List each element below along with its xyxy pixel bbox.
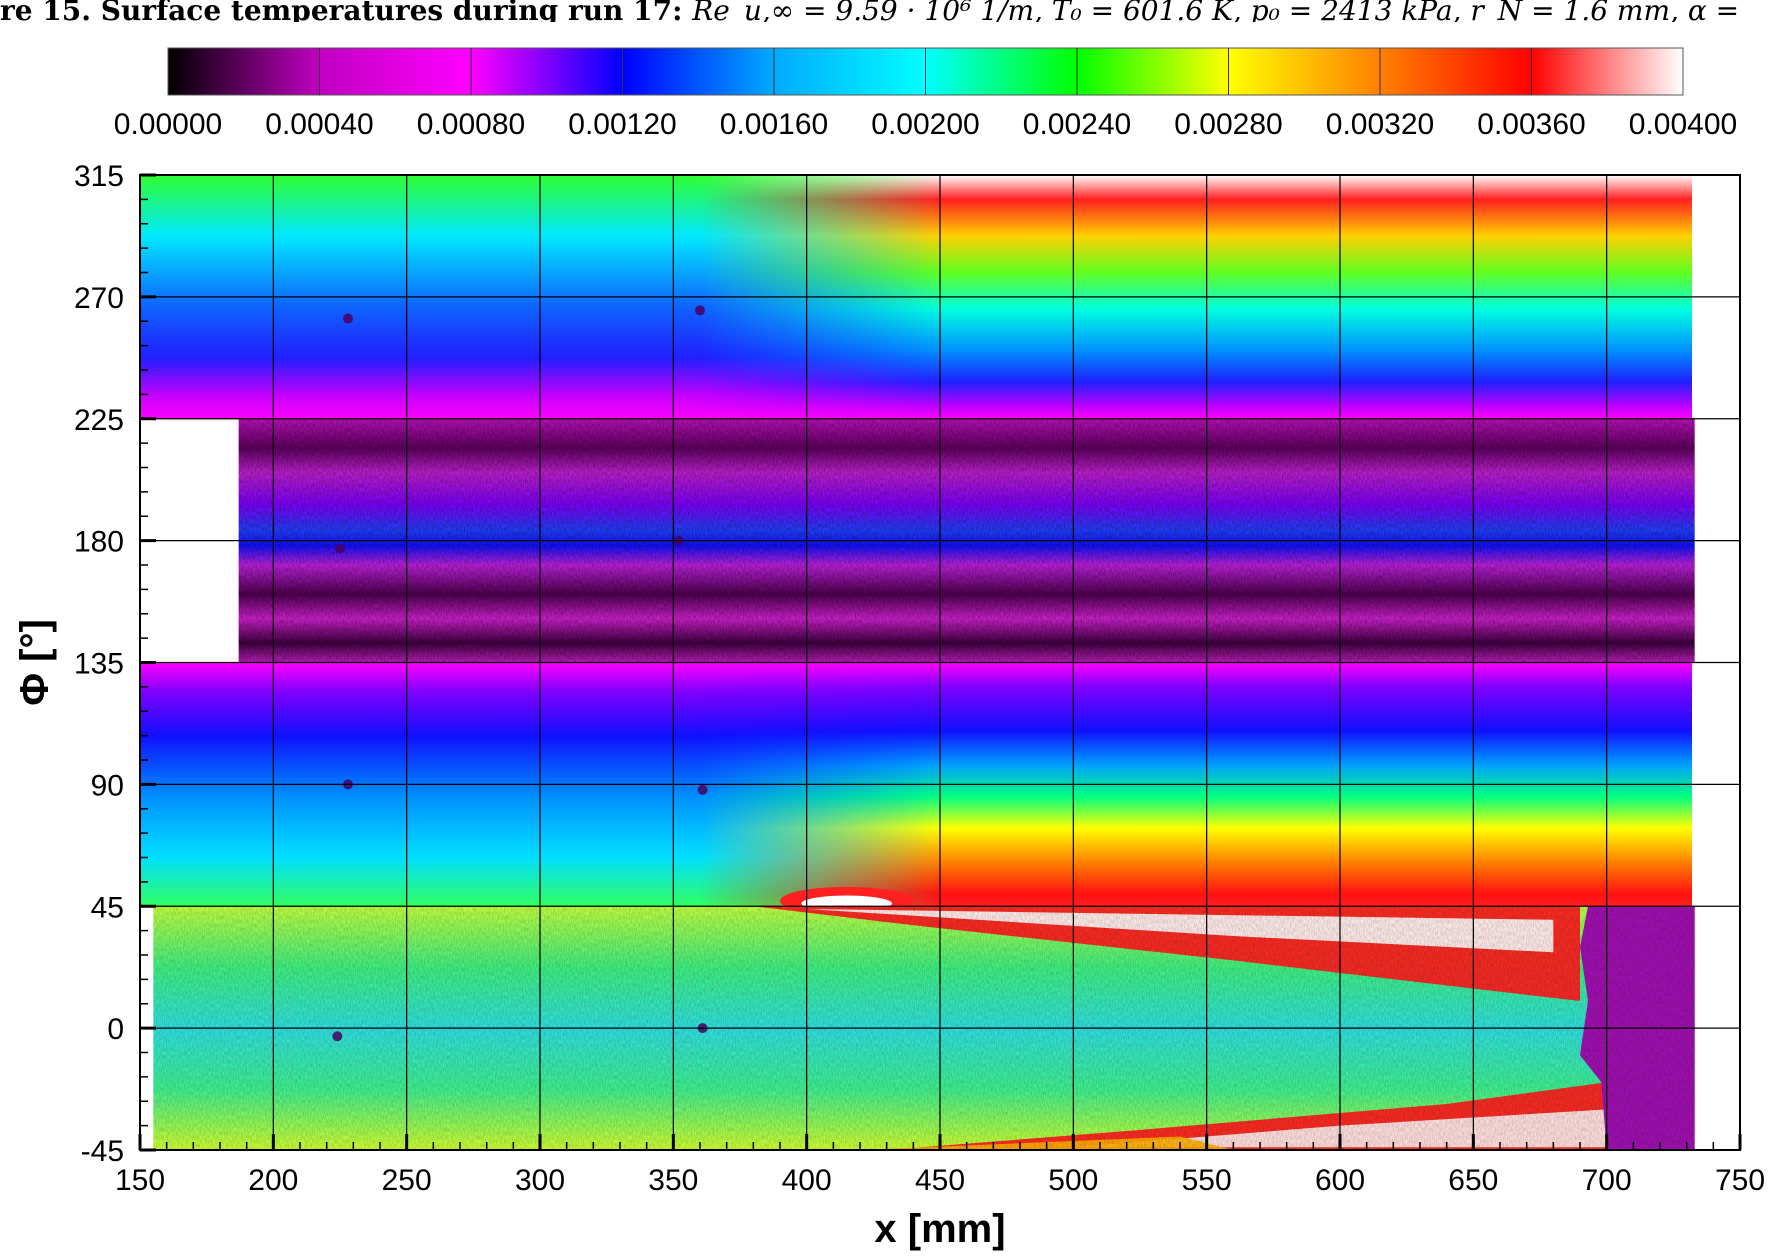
caption-equation: Re_u,∞ = 9.59 · 10⁶ 1/m, T₀ = 601.6 K, p…: [692, 0, 1740, 22]
x-tick-label: 600: [1315, 1164, 1365, 1197]
x-tick-label: 350: [648, 1164, 698, 1197]
x-tick-label: 300: [515, 1164, 565, 1197]
y-tick-label: 90: [91, 769, 124, 802]
x-tick-label: 550: [1182, 1164, 1232, 1197]
y-tick-label: 0: [107, 1013, 124, 1046]
colorbar-tick-label: 0.00280: [1174, 108, 1282, 141]
probe-marker: [697, 784, 708, 795]
plot-frame: [139, 174, 1741, 1151]
colorbar-tick-label: 0.00120: [568, 108, 676, 141]
colorbar-tick-label: 0.00360: [1477, 108, 1585, 141]
y-tick-label: 270: [74, 282, 124, 315]
field-band: [140, 662, 1692, 915]
x-tick-label: 700: [1582, 1164, 1632, 1197]
y-tick-label: 135: [74, 648, 124, 681]
probe-marker: [335, 543, 345, 554]
x-tick-label: 400: [782, 1164, 832, 1197]
axes: 150 200 250 300 350 400 450 500 550 600 650 700 750-…: [13, 160, 1765, 1251]
x-tick-label: 650: [1448, 1164, 1498, 1197]
colorbar-tick-label: 0.00000: [114, 108, 222, 141]
caption-label: re 15. Surface temperatures during run 1…: [0, 0, 683, 22]
colorbar-tick-label: 0.00320: [1326, 108, 1434, 141]
y-tick-label: -45: [81, 1135, 124, 1168]
figure-caption: re 15. Surface temperatures during run 1…: [0, 0, 1777, 22]
x-tick-label: 150: [115, 1164, 165, 1197]
y-tick-label: 45: [91, 891, 124, 924]
y-tick-label: 315: [74, 160, 124, 193]
y-tick-label: 225: [74, 404, 124, 437]
colorbar: 0.00000 0.00040 0.00080 0.00120 0.00160 0.002…: [114, 47, 1737, 141]
colorbar-tick-label: 0.00400: [1629, 108, 1737, 141]
colorbar-tick-label: 0.00240: [1023, 108, 1131, 141]
probe-marker: [332, 1031, 343, 1042]
probe-marker: [343, 313, 353, 324]
colorbar-tick-label: 0.00040: [265, 108, 373, 141]
colorbar-tick-label: 0.00080: [417, 108, 525, 141]
colorbar-tick-label: 0.00200: [871, 108, 979, 141]
y-axis-label: Φ [°]: [13, 619, 57, 706]
x-tick-label: 750: [1715, 1164, 1765, 1197]
x-tick-label: 200: [248, 1164, 298, 1197]
x-axis-label: x [mm]: [874, 1207, 1005, 1251]
colorbar-tick-label: 0.00160: [720, 108, 828, 141]
x-tick-label: 450: [915, 1164, 965, 1197]
y-tick-label: 180: [74, 526, 124, 559]
probe-marker: [695, 305, 705, 316]
x-tick-label: 250: [382, 1164, 432, 1197]
x-tick-label: 500: [1048, 1164, 1098, 1197]
